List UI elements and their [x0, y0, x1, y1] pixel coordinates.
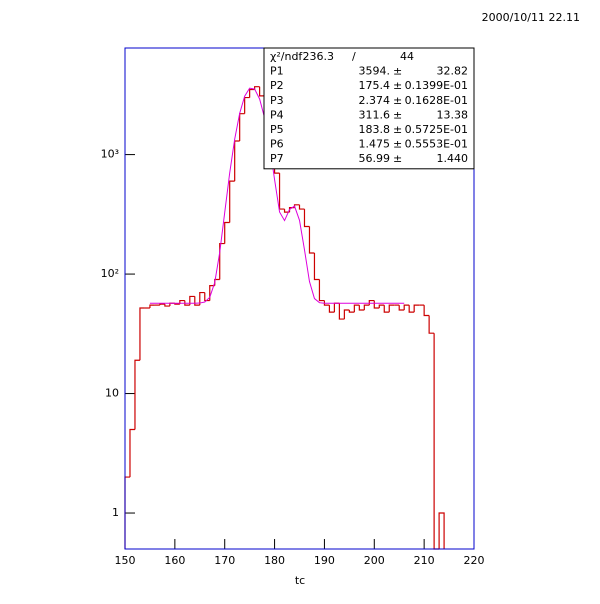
histogram-bin — [159, 303, 165, 306]
stats-ndf: 44 — [400, 50, 414, 63]
y-tick-label: 1 — [112, 506, 119, 519]
stats-name: P1 — [270, 65, 284, 78]
stats-pm: ± — [393, 138, 402, 151]
stats-box — [263, 47, 475, 170]
histogram-bin — [438, 512, 445, 549]
histogram-bin — [383, 305, 390, 313]
histogram-bin — [318, 279, 325, 302]
y-tick-label: 10² — [101, 267, 119, 280]
x-tick-label: 180 — [264, 554, 285, 567]
histogram-bin — [323, 300, 330, 306]
stats-name: P7 — [270, 152, 284, 165]
histogram-bin — [139, 307, 145, 361]
histogram-bin — [209, 285, 215, 301]
histogram-bin — [403, 304, 410, 311]
histogram-bin — [413, 304, 420, 313]
histogram-bin — [204, 292, 210, 302]
stats-value: 1.475 — [359, 138, 391, 151]
histogram-bin — [423, 305, 430, 317]
histogram-bin — [408, 305, 415, 313]
stats-name: P5 — [270, 123, 284, 136]
histogram-bin — [328, 305, 335, 313]
histogram-bin — [353, 304, 360, 313]
histogram-bin — [149, 304, 155, 309]
stats-error: 0.5553E-01 — [405, 138, 468, 151]
stats-chi2-label: χ²/ndf — [270, 50, 303, 63]
histogram-bin — [388, 304, 395, 313]
stats-error: 1.440 — [437, 152, 469, 165]
stats-pm: ± — [393, 94, 402, 107]
histogram-bin — [224, 221, 230, 244]
stats-error: 0.5725E-01 — [405, 123, 468, 136]
x-tick-label: 170 — [214, 554, 235, 567]
x-tick-label: 160 — [164, 554, 185, 567]
stats-sep: / — [352, 50, 356, 63]
y-tick-label: 10³ — [101, 148, 119, 161]
stats-chi2: 236.3 — [303, 50, 335, 63]
stats-name: P6 — [270, 138, 284, 151]
x-axis-label: tc — [295, 574, 305, 587]
stats-value: 3594. — [359, 65, 391, 78]
stats-pm: ± — [393, 108, 402, 121]
x-tick-label: 220 — [464, 554, 485, 567]
fit-curve — [149, 87, 405, 304]
histogram-bin — [298, 204, 305, 210]
stats-pm: ± — [393, 79, 402, 92]
stats-pm: ± — [393, 123, 402, 136]
histogram-bin — [129, 428, 135, 478]
histogram-bin — [259, 86, 265, 97]
histogram-bin — [219, 242, 225, 280]
stats-pm: ± — [393, 152, 402, 165]
histogram-bin — [184, 300, 190, 306]
stats-name: P4 — [270, 108, 284, 121]
histogram-bin — [338, 303, 345, 320]
histogram-bin — [348, 310, 355, 313]
histogram-bin — [398, 305, 405, 311]
histogram-bin — [358, 305, 365, 311]
stats-error: 32.82 — [437, 65, 469, 78]
stats-error: 0.1628E-01 — [405, 94, 468, 107]
stats-value: 2.374 — [359, 94, 391, 107]
histogram-bin — [343, 309, 350, 320]
stats-value: 56.99 — [359, 152, 391, 165]
stats-name: P2 — [270, 79, 284, 92]
stats-error: 13.38 — [437, 108, 469, 121]
stats-value: 175.4 — [359, 79, 391, 92]
stats-value: 183.8 — [359, 123, 391, 136]
histogram-bin — [229, 180, 235, 223]
histogram-bin — [249, 88, 255, 98]
histogram-bin — [378, 304, 385, 309]
timestamp: 2000/10/11 22.11 — [482, 11, 580, 24]
x-tick-label: 200 — [364, 554, 385, 567]
histogram-bin — [363, 304, 370, 311]
histogram-bin — [308, 226, 315, 254]
histogram-bin — [164, 304, 170, 307]
y-tick-label: 10 — [105, 387, 119, 400]
histogram-bin — [303, 209, 310, 228]
x-tick-label: 150 — [115, 554, 136, 567]
histogram-bin — [134, 359, 140, 430]
histogram-bin — [428, 315, 435, 334]
stats-name: P3 — [270, 94, 284, 107]
x-tick-label: 210 — [414, 554, 435, 567]
stats-pm: ± — [393, 65, 402, 78]
histogram-bin — [199, 291, 205, 306]
histogram-bin — [189, 295, 195, 306]
histogram-bin — [194, 296, 200, 306]
stats-error: 0.1399E-01 — [405, 79, 468, 92]
histogram-bin — [313, 253, 320, 281]
x-tick-label: 190 — [314, 554, 335, 567]
stats-value: 311.6 — [359, 108, 391, 121]
